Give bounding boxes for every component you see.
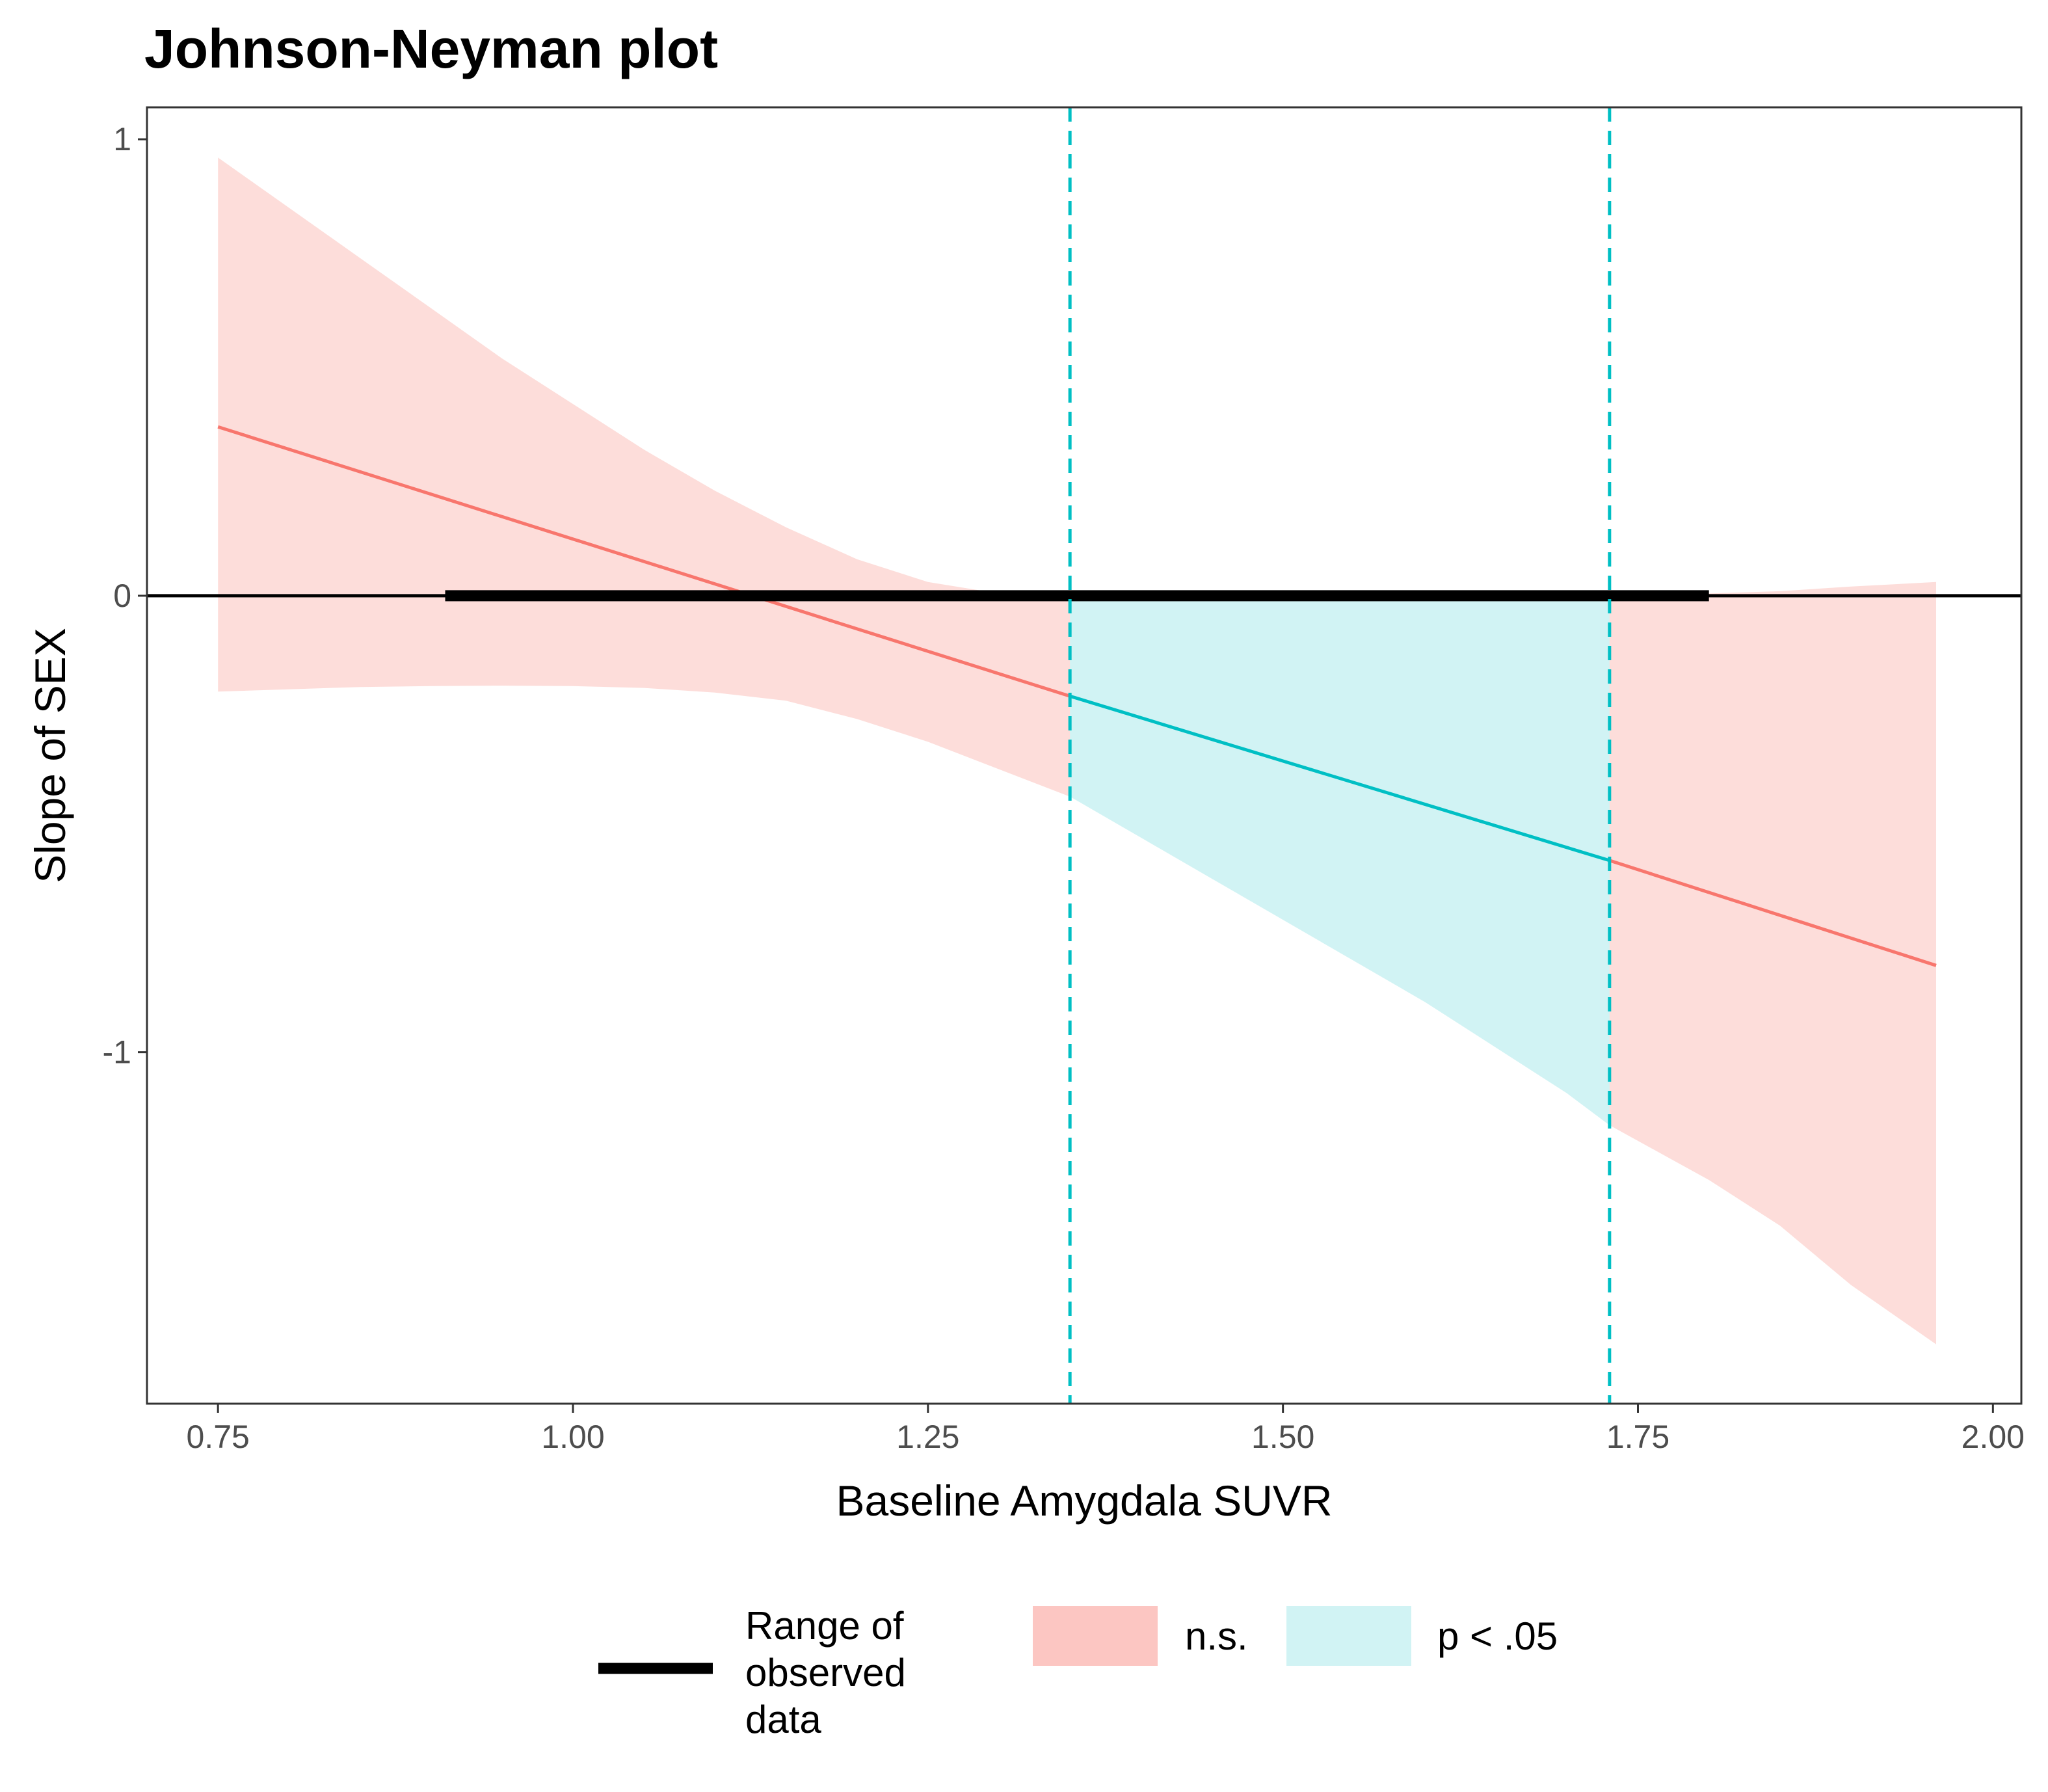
ci-band-significant xyxy=(1070,595,1610,1125)
slope-line-ns-right xyxy=(1609,859,1937,967)
ci-band-ns-right xyxy=(1609,582,1936,1344)
y-tick-label: 0 xyxy=(113,578,131,614)
y-tick-label: 1 xyxy=(113,121,131,157)
x-tick-label: 2.00 xyxy=(1962,1419,2025,1455)
legend-label-ns: n.s. xyxy=(1185,1614,1248,1658)
legend-label-significant: p < .05 xyxy=(1437,1614,1558,1658)
legend-label-observed-range: observed xyxy=(745,1651,906,1694)
x-tick-label: 0.75 xyxy=(187,1419,250,1455)
plot-area: 0.75 1.00 1.25 1.50 1.75 2.00 1 0 -1 xyxy=(103,106,2025,1455)
ci-band-ns-left xyxy=(218,157,1071,797)
panel-content xyxy=(147,107,2021,1404)
chart-title: Johnson-Neyman plot xyxy=(144,18,718,79)
x-tick-label: 1.00 xyxy=(541,1419,604,1455)
panel-border xyxy=(146,106,2023,1405)
x-axis-title: Baseline Amygdala SUVR xyxy=(836,1477,1332,1525)
legend-label-observed-range: data xyxy=(745,1698,821,1741)
slope-line-ns-left xyxy=(217,425,1071,698)
y-axis-title: Slope of SEX xyxy=(26,628,74,883)
legend-key-ns xyxy=(1033,1606,1158,1666)
y-tick-label: -1 xyxy=(103,1034,131,1071)
legend-key-significant xyxy=(1286,1606,1411,1666)
slope-line-significant xyxy=(1069,694,1610,863)
x-tick-label: 1.75 xyxy=(1606,1419,1669,1455)
x-tick-label: 1.50 xyxy=(1251,1419,1314,1455)
legend-label-observed-range: Range of xyxy=(745,1604,904,1648)
x-tick-label: 1.25 xyxy=(896,1419,959,1455)
